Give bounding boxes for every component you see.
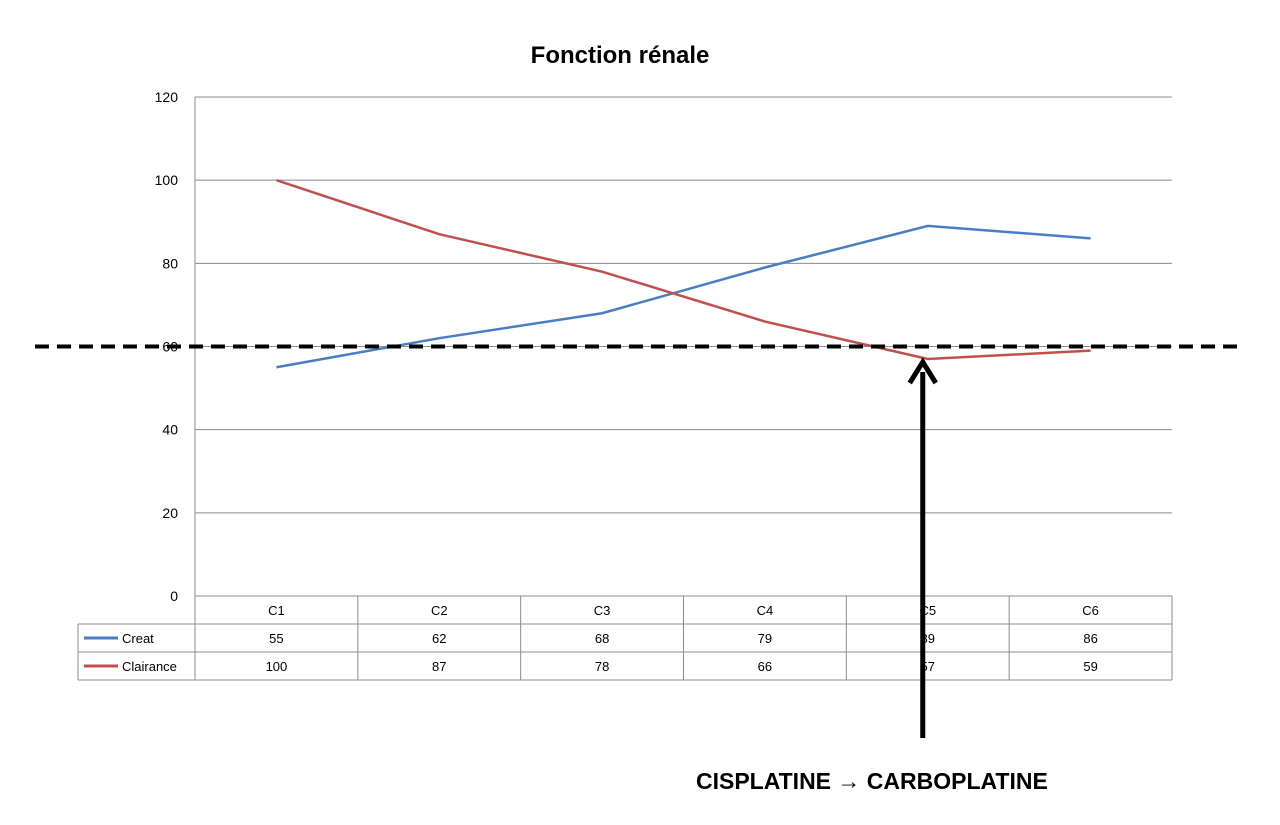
- data-cell: 78: [595, 659, 609, 674]
- series-line-clairance: [276, 178, 1091, 361]
- x-tick-label: C1: [268, 603, 285, 618]
- y-tick-label: 20: [162, 505, 178, 521]
- annotation-label: CISPLATINE → CARBOPLATINE: [696, 768, 1048, 794]
- y-tick-label: 100: [155, 172, 179, 188]
- data-cell: 87: [432, 659, 446, 674]
- y-tick-label: 0: [170, 588, 178, 604]
- data-cell: 66: [758, 659, 772, 674]
- y-tick-label: 120: [155, 89, 179, 105]
- y-tick-label: 40: [162, 422, 178, 438]
- data-cell: 62: [432, 631, 446, 646]
- data-cell: 59: [1083, 659, 1097, 674]
- annotation-arrow-layer: [907, 357, 938, 738]
- data-cell: 100: [266, 659, 288, 674]
- x-tick-label: C6: [1082, 603, 1099, 618]
- legend-label: Clairance: [122, 659, 177, 674]
- data-cell: 79: [758, 631, 772, 646]
- annotation-arrowhead: [907, 357, 938, 385]
- series-lines: [276, 178, 1091, 369]
- legend-label: Creat: [122, 631, 154, 646]
- x-tick-label: C3: [594, 603, 611, 618]
- chart-title: Fonction rénale: [530, 42, 710, 69]
- x-tick-label: C2: [431, 603, 448, 618]
- y-tick-label: 80: [162, 255, 178, 271]
- series-line-creat: [276, 224, 1091, 369]
- data-cell: 86: [1083, 631, 1097, 646]
- x-tick-label: C4: [757, 603, 774, 618]
- data-cell: 55: [269, 631, 283, 646]
- data-cell: 68: [595, 631, 609, 646]
